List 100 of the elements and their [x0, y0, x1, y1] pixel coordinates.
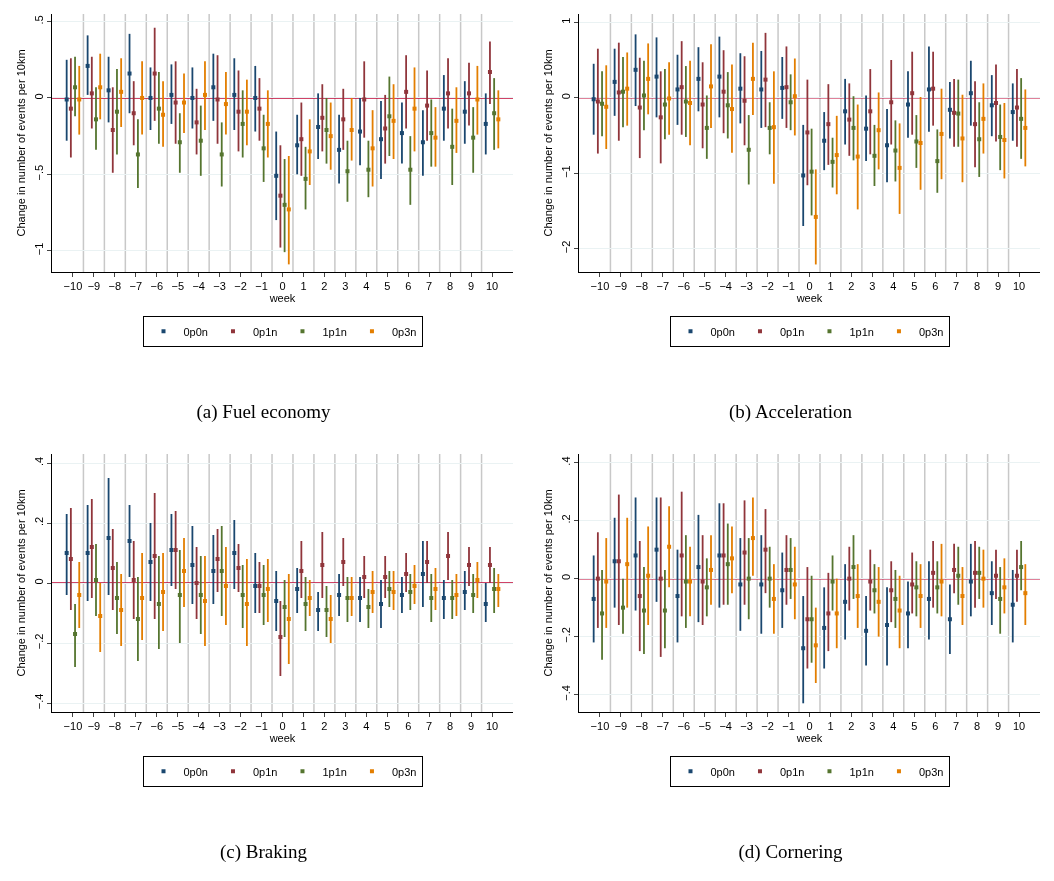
point [851, 565, 856, 570]
point [232, 92, 237, 97]
x-tick-label: 0 [806, 720, 813, 733]
x-tick-label: −3 [213, 280, 226, 293]
point [700, 579, 705, 584]
y-tick-label: .4 [559, 456, 572, 466]
point [299, 569, 304, 573]
point [830, 579, 835, 584]
point [742, 98, 747, 103]
point [119, 608, 124, 612]
y-tick-label: −1 [32, 242, 45, 256]
x-tick-label: 5 [911, 720, 918, 733]
text: (a) Fuel economy [196, 401, 331, 423]
point [433, 135, 438, 140]
point [467, 91, 471, 96]
point [994, 101, 998, 106]
y-tick-label: .2 [32, 516, 45, 526]
point [446, 91, 451, 96]
point [190, 95, 195, 100]
point [454, 593, 459, 597]
point [475, 97, 480, 102]
point [278, 635, 283, 639]
x-tick-label: 2 [321, 280, 328, 293]
x-tick-label: −8 [108, 720, 122, 733]
point [337, 147, 342, 152]
point [688, 579, 693, 584]
point [855, 594, 860, 599]
point [746, 147, 751, 152]
point [244, 602, 249, 606]
point [202, 599, 207, 603]
point [265, 121, 270, 126]
point [977, 570, 982, 575]
point [809, 169, 814, 174]
point [834, 611, 839, 616]
x-tick-label: 10 [485, 720, 499, 733]
point [960, 594, 965, 599]
x-tick-label: −4 [719, 280, 732, 293]
point [637, 105, 642, 110]
point [127, 539, 132, 543]
point [408, 167, 413, 172]
x-tick-label: 6 [405, 280, 412, 293]
point [612, 79, 617, 84]
point [404, 572, 409, 576]
point [981, 116, 986, 121]
x-tick-label: 1 [827, 720, 834, 733]
point [127, 71, 132, 76]
point [496, 117, 501, 122]
point [487, 70, 492, 75]
x-tick-label: −9 [614, 720, 628, 733]
point [106, 536, 111, 540]
x-tick-label: −5 [171, 720, 184, 733]
x-tick-label: 1 [300, 720, 307, 733]
x-tick-label: 7 [426, 720, 433, 733]
x-tick-label: 3 [869, 720, 876, 733]
point [725, 103, 730, 108]
point [947, 107, 952, 112]
point [750, 536, 755, 541]
text: (d) Cornering [738, 841, 843, 863]
point [320, 115, 325, 120]
point [110, 128, 115, 133]
point [274, 599, 279, 603]
point [998, 134, 1003, 139]
point [362, 97, 367, 102]
point [763, 547, 768, 552]
point [282, 605, 287, 609]
y-tick-label: −.2 [559, 627, 572, 643]
point [604, 104, 609, 109]
point [633, 67, 638, 72]
point [324, 128, 329, 133]
point [450, 144, 455, 149]
point [683, 99, 688, 104]
point [198, 593, 203, 597]
legend-label: 1p1n [322, 325, 347, 338]
point [492, 587, 497, 591]
x-tick-label: −8 [635, 720, 649, 733]
point [646, 76, 651, 81]
x-tick-label: −6 [150, 280, 164, 293]
point [471, 135, 476, 140]
point [219, 569, 224, 573]
legend-label: 1p1n [322, 765, 347, 778]
point [809, 617, 814, 622]
point [738, 582, 743, 587]
legend-label: 0p1n [779, 765, 805, 778]
point [595, 99, 600, 104]
point [387, 587, 392, 591]
x-tick-label: −7 [129, 720, 143, 733]
x-tick-label: −10 [590, 280, 610, 293]
point [94, 117, 98, 122]
x-tick-label: −4 [192, 280, 205, 293]
point [303, 602, 308, 606]
point [889, 588, 894, 593]
point [110, 566, 115, 570]
point [148, 560, 153, 564]
y-tick-label: 0 [559, 93, 572, 100]
point [918, 594, 923, 599]
x-tick-label: 8 [447, 720, 454, 733]
point [960, 136, 965, 141]
point [847, 117, 852, 122]
point [792, 582, 797, 587]
x-tick-label: 4 [363, 280, 370, 293]
